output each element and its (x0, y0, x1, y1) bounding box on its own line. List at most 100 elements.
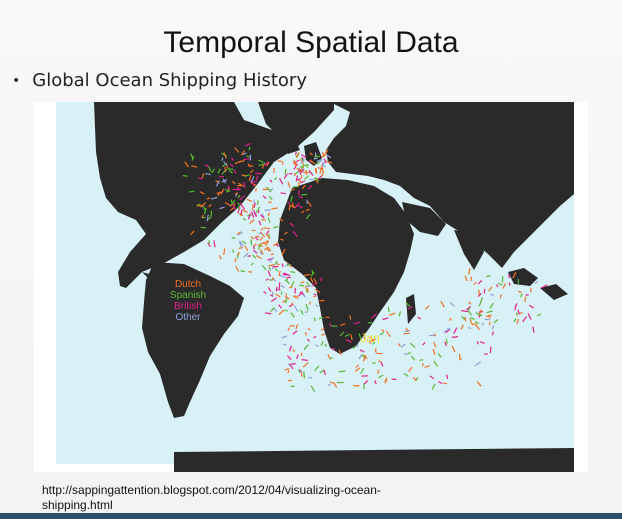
ship-track-segment (211, 168, 215, 174)
ship-track-segment (288, 303, 294, 308)
ship-track-segment (236, 231, 242, 236)
ship-track-segment (300, 373, 303, 377)
ship-track-segment (476, 381, 482, 387)
ship-track-segment (516, 319, 520, 325)
ship-track-segment (288, 204, 291, 211)
ship-track-segment (274, 267, 279, 272)
ship-track-segment (276, 263, 280, 266)
ship-track-segment (280, 192, 286, 195)
ship-track-segment (249, 219, 255, 225)
ship-track-segment (204, 207, 207, 215)
ship-track-segment (271, 207, 279, 210)
ship-track-segment (266, 161, 270, 167)
ship-track-segment (281, 335, 288, 339)
ship-track-segment (248, 146, 251, 151)
ship-track-segment (293, 172, 297, 177)
ship-track-segment (445, 328, 451, 334)
ship-track-segment (514, 305, 517, 311)
ship-track-segment (263, 291, 267, 295)
ship-track-segment (489, 302, 494, 309)
ship-track-segment (289, 363, 294, 370)
ship-track-segment (267, 217, 271, 223)
shipping-map-image: Dutch Spanish British Other Jan (34, 102, 588, 472)
ship-track-segment (518, 290, 522, 293)
ship-track-segment (204, 164, 210, 168)
ship-track-segment (238, 240, 242, 248)
ship-track-segment (220, 188, 225, 195)
ship-track-segment (359, 349, 365, 353)
ship-track-segment (308, 376, 313, 379)
ship-track-segment (313, 157, 318, 160)
greenland-landmass (258, 102, 334, 140)
ship-track-segment (241, 209, 248, 213)
source-url[interactable]: http://sappingattention.blogspot.com/201… (42, 483, 472, 513)
ship-track-segment (229, 163, 234, 168)
ship-track-segment (253, 243, 257, 247)
ship-track-segment (323, 148, 329, 156)
ship-track-segment (305, 285, 307, 290)
ship-track-segment (300, 210, 305, 214)
ship-track-segment (231, 180, 236, 185)
ship-track-segment (239, 213, 244, 217)
ship-track-segment (295, 354, 299, 360)
ship-track-segment (288, 285, 293, 289)
ship-track-segment (424, 365, 430, 368)
slide-title: Temporal Spatial Data (163, 26, 459, 59)
ship-track-segment (283, 231, 288, 235)
ship-track-segment (225, 188, 231, 193)
ship-track-segment (305, 281, 310, 286)
ship-track-segment (242, 206, 246, 211)
ship-track-segment (446, 374, 449, 380)
ship-track-segment (275, 286, 278, 292)
ship-track-segment (325, 154, 332, 159)
ship-track-segment (237, 205, 240, 210)
ship-track-segment (251, 203, 254, 211)
ship-track-segment (258, 220, 262, 226)
ship-track-segment (294, 294, 299, 300)
ship-track-segment (319, 299, 325, 302)
ship-track-segment (251, 254, 257, 259)
ship-track-segment (244, 174, 250, 178)
ship-track-segment (378, 374, 384, 379)
ship-track-segment (255, 175, 259, 181)
ship-track-segment (298, 369, 303, 373)
ship-track-segment (305, 213, 311, 220)
ship-track-segment (388, 312, 396, 316)
ship-track-segment (290, 312, 295, 318)
ship-track-segment (289, 325, 295, 327)
ship-track-segment (281, 248, 286, 256)
ship-track-segment (255, 206, 261, 214)
ship-track-segment (196, 204, 203, 207)
ship-track-segment (250, 262, 254, 266)
ship-track-segment (338, 370, 346, 373)
ship-track-segment (231, 236, 236, 239)
ship-track-segment (264, 246, 270, 251)
ship-track-segment (354, 367, 361, 372)
ship-track-segment (522, 316, 528, 323)
ship-track-segment (282, 273, 287, 276)
ship-track-segment (313, 294, 317, 298)
ship-track-segment (250, 169, 254, 174)
ship-track-segment (380, 362, 384, 367)
ship-track-segment (438, 381, 443, 385)
ship-track-segment (488, 286, 493, 292)
ship-track-segment (275, 243, 280, 248)
ship-track-segment (268, 266, 272, 271)
ship-track-segment (307, 288, 309, 293)
ship-track-segment (324, 343, 328, 348)
bullet-item: • Global Ocean Shipping History (12, 70, 307, 91)
ship-track-segment (412, 376, 417, 382)
ship-track-segment (249, 165, 254, 167)
month-label: Jan (360, 331, 379, 345)
ship-track-segment (400, 343, 406, 348)
antarctica-edge (174, 448, 574, 472)
ship-track-segment (227, 168, 234, 170)
ship-track-segment (460, 324, 464, 330)
ship-track-segment (263, 227, 271, 230)
ship-track-segment (356, 343, 359, 348)
ship-track-segment (252, 249, 258, 254)
ship-track-segment (255, 254, 262, 260)
ship-track-segment (321, 170, 325, 178)
ship-track-segment (303, 371, 306, 379)
bullet-dot-icon: • (12, 72, 21, 89)
